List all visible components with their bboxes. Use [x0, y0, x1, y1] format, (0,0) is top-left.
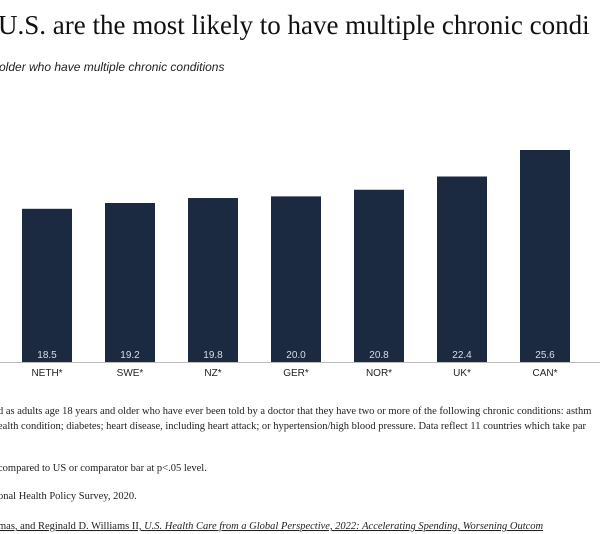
value-label: 19.2	[120, 350, 140, 361]
bar	[437, 176, 487, 362]
note: ealth condition; diabetes; heart disease…	[0, 421, 586, 432]
x-tick-label: CAN*	[532, 368, 557, 379]
note: d as adults age 18 years and older who h…	[0, 406, 591, 417]
value-label: 18.5	[37, 350, 57, 361]
x-tick-label: GER*	[283, 368, 309, 379]
x-tick-label: UK*	[453, 368, 471, 379]
x-tick-label: NETH*	[31, 368, 62, 379]
value-label: 22.4	[452, 350, 472, 361]
value-label: 19.8	[203, 350, 223, 361]
bar	[354, 189, 404, 362]
citation-authors: mas, and Reginald D. Williams II,	[0, 521, 144, 532]
x-tick-label: SWE*	[117, 368, 144, 379]
value-label: 20.0	[286, 350, 306, 361]
bar	[271, 196, 321, 362]
x-tick-label: NOR*	[366, 368, 392, 379]
x-tick-label: NZ*	[204, 368, 221, 379]
citation-work: U.S. Health Care from a Global Perspecti…	[144, 521, 543, 532]
bar	[22, 208, 72, 362]
value-label: 20.8	[369, 350, 389, 361]
bar	[520, 150, 570, 362]
note: onal Health Policy Survey, 2020.	[0, 491, 137, 502]
note: compared to US or comparator bar at p<.0…	[0, 463, 207, 474]
chart-title: U.S. are the most likely to have multipl…	[0, 10, 590, 40]
value-label: 25.6	[535, 350, 555, 361]
bar	[105, 203, 155, 362]
citation[interactable]: mas, and Reginald D. Williams II, U.S. H…	[0, 521, 544, 532]
bar	[188, 198, 238, 362]
chart-subtitle: older who have multiple chronic conditio…	[0, 60, 224, 74]
